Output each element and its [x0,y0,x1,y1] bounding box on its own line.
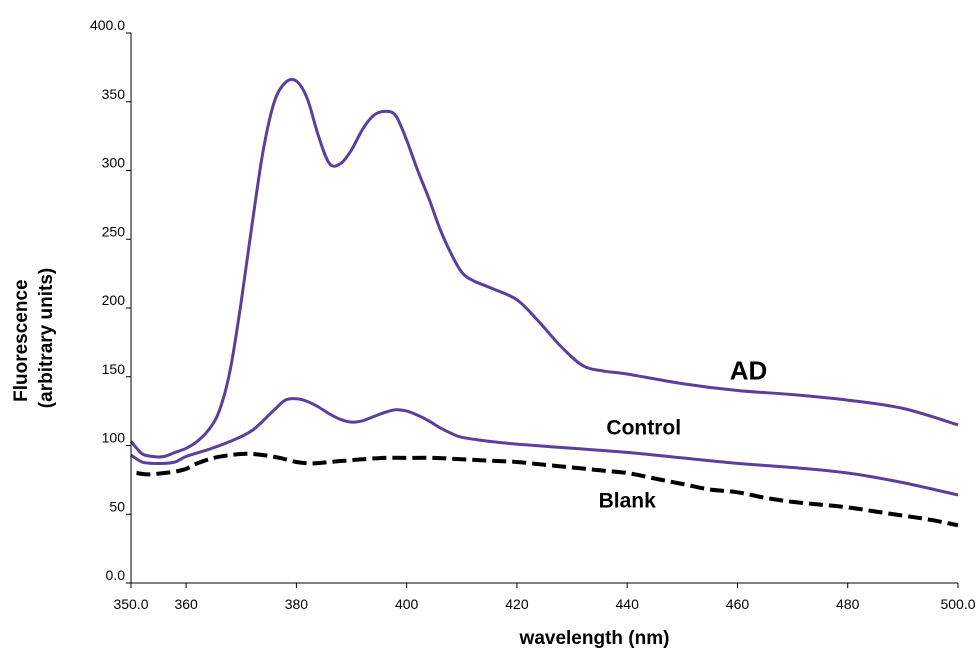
series-line-blank [136,451,959,528]
y-tick-label: 100 [102,430,126,446]
x-tick-label: 360 [174,596,198,612]
series-labels: AD Control Blank [599,356,768,513]
series-label-control: Control [606,417,681,440]
y-tick-label: 350 [102,86,126,102]
y-axis-title-line-1: Fluorescence [11,279,32,402]
x-tick-label: 400 [395,596,419,612]
y-tick-label: 0.0 [106,567,126,583]
series-line-ad [129,77,959,459]
x-tick-label: 500.0 [940,596,975,612]
x-tick-label: 460 [726,596,750,612]
y-axis-ticks: 0.0 50 100 150 200 250 300 350 400.0 [90,17,131,584]
y-tick-label: 150 [102,361,126,377]
x-tick-label: 440 [616,596,640,612]
y-tick-label: 300 [102,155,126,171]
y-axis-title-line-2: (arbitrary units) [36,268,57,408]
x-tick-label: 480 [836,596,860,612]
x-tick-label: 420 [505,596,529,612]
y-tick-label: 50 [109,498,125,514]
y-tick-label: 250 [102,223,126,239]
x-tick-label: 350.0 [113,596,148,612]
y-tick-label: 400.0 [90,17,125,33]
x-tick-label: 380 [285,596,309,612]
x-axis-ticks: 350.0 360 380 400 420 440 460 480 500.0 [113,583,976,612]
series-line-control [130,397,959,497]
y-axis-title: Fluorescence (arbitrary units) [11,268,57,408]
series-lines [129,77,959,528]
x-axis-title: wavelength (nm) [519,628,670,649]
series-label-blank: Blank [599,489,657,512]
series-label-ad: AD [730,356,768,386]
y-tick-label: 200 [102,292,126,308]
